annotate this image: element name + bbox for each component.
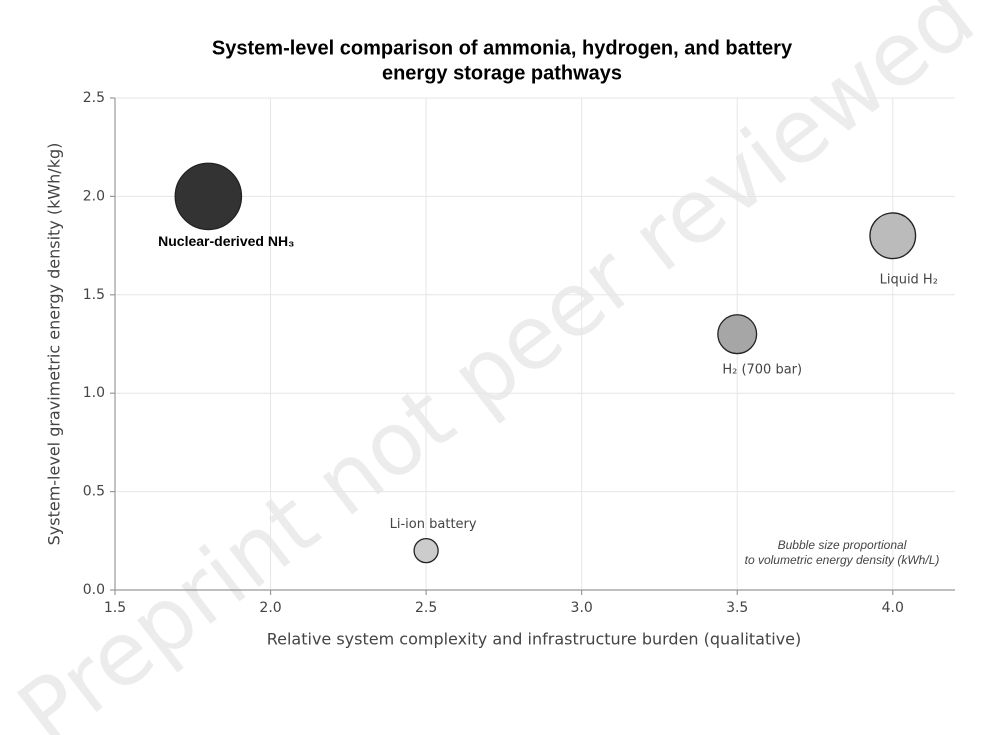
x-tick-label: 3.5 <box>726 600 748 616</box>
y-tick-label: 1.0 <box>83 385 105 401</box>
chart-title: energy storage pathways <box>382 62 622 84</box>
annotation: to volumetric energy density (kWh/L) <box>745 553 940 567</box>
x-axis-label: Relative system complexity and infrastru… <box>267 630 802 649</box>
bubble <box>869 212 917 260</box>
x-tick-label: 2.0 <box>259 600 281 616</box>
y-tick-label: 1.5 <box>83 287 105 303</box>
y-tick-label: 2.0 <box>83 188 105 204</box>
annotation: Bubble size proportional <box>778 538 907 552</box>
data-label: H₂ (700 bar) <box>722 363 802 378</box>
x-tick-label: 1.5 <box>104 600 126 616</box>
y-tick-label: 0.5 <box>83 484 105 500</box>
bubble <box>717 314 758 355</box>
data-label: Nuclear-derived NH₃ <box>158 233 294 249</box>
y-tick-label: 2.5 <box>83 90 105 106</box>
x-tick-label: 2.5 <box>415 600 437 616</box>
y-tick-label: 0.0 <box>83 582 105 598</box>
x-tick-label: 4.0 <box>882 600 904 616</box>
data-label: Li-ion battery <box>390 517 477 532</box>
bubble <box>413 537 439 564</box>
data-label: Liquid H₂ <box>880 272 938 287</box>
x-tick-label: 3.0 <box>571 600 593 616</box>
y-axis-label: System-level gravimetric energy density … <box>45 143 64 546</box>
bubble <box>174 162 243 231</box>
chart-title: System-level comparison of ammonia, hydr… <box>212 37 793 59</box>
